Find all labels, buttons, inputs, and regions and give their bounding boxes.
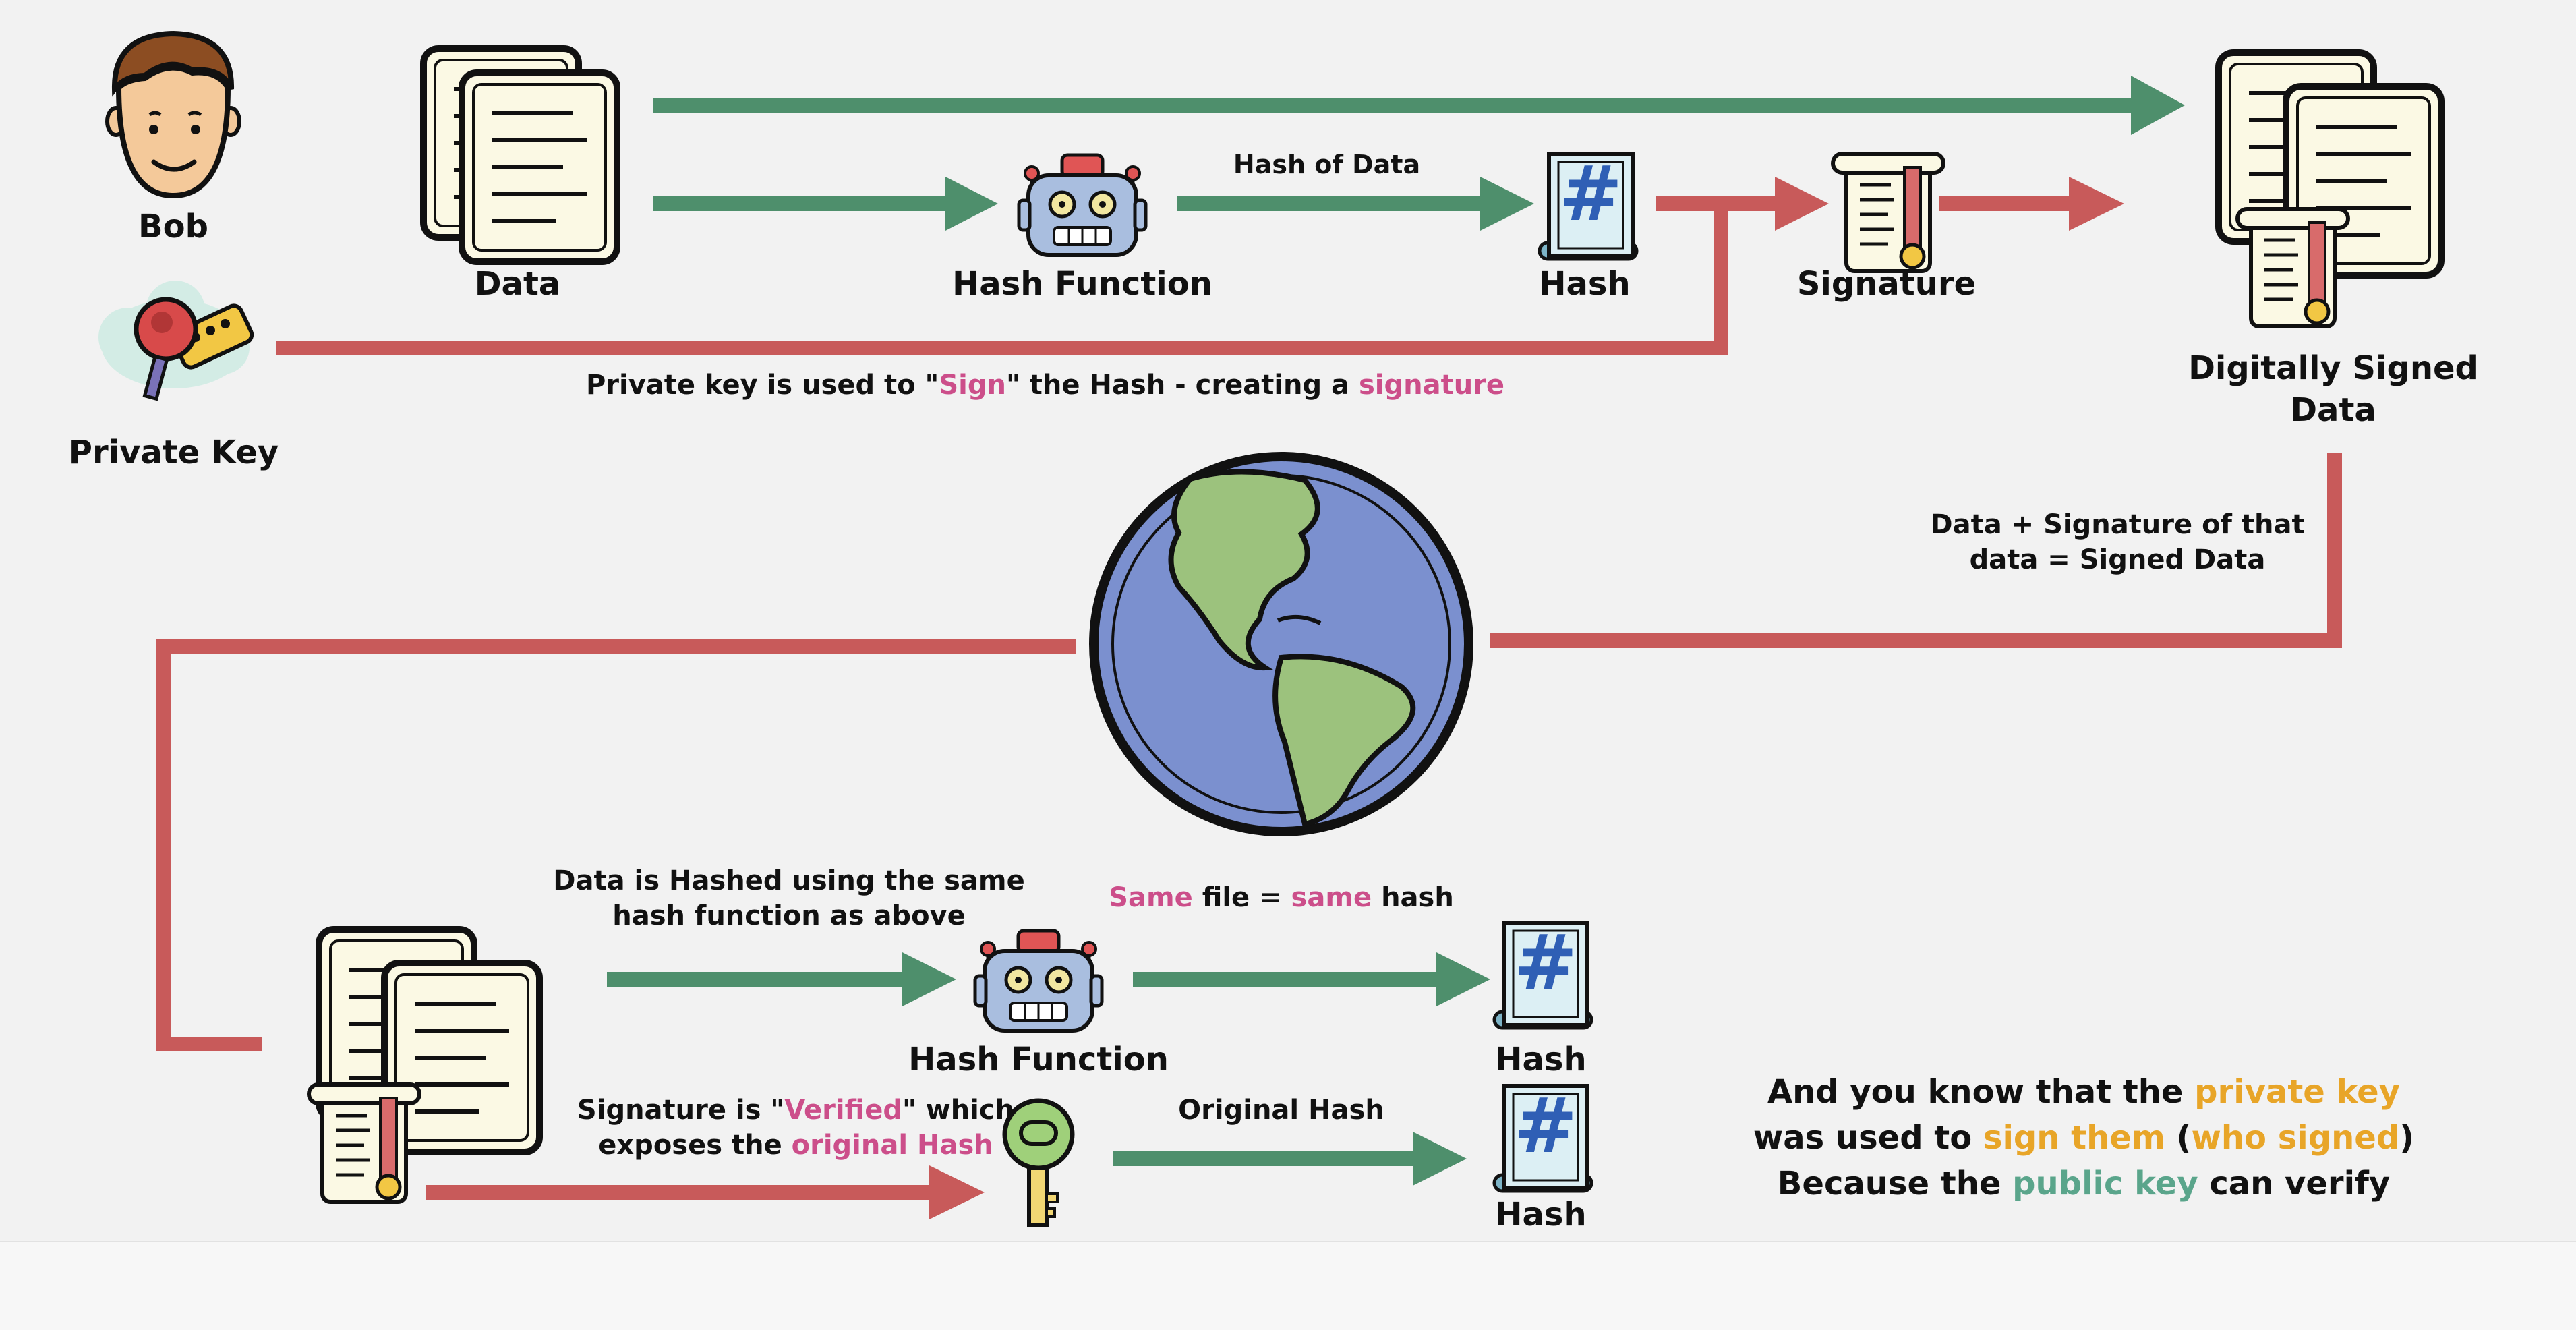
private-key-label: Private Key <box>68 434 279 471</box>
red-path-signed-to-globe <box>1490 453 2342 648</box>
verified-caption: Signature is "Verified" which exposes th… <box>539 1093 1052 1163</box>
verified-word: Verified <box>784 1095 902 1126</box>
keychain-icon <box>98 281 254 401</box>
sign-caption-sign: Sign <box>939 370 1007 401</box>
document-stack-icon <box>423 49 617 262</box>
same-caption-end: hash <box>1372 882 1454 913</box>
red-arrow-signature-to-public-key <box>426 1165 985 1219</box>
signed-data-label-line1: Digitally Signed <box>2188 349 2478 387</box>
hashed-caption-line1: Data is Hashed using the same <box>553 865 1025 896</box>
hash-of-data-label: Hash of Data <box>1233 150 1421 179</box>
signed-document-stack-icon <box>2219 53 2441 326</box>
summary-who-signed: who signed <box>2191 1119 2400 1157</box>
hash-label: Hash <box>1539 265 1631 303</box>
bottom-hash-scroll-icon <box>1494 919 1591 1028</box>
data-label: Data <box>474 265 561 303</box>
summary-l2-text: was used to <box>1753 1119 1983 1157</box>
verified-caption-line1: Signature is "Verified" which <box>539 1093 1052 1128</box>
summary-line1: And you know that the private key <box>1726 1069 2441 1115</box>
globe-icon <box>1089 452 1473 836</box>
verified-caption-line2: exposes the original Hash <box>539 1128 1052 1163</box>
public-key-icon <box>1002 1098 1075 1227</box>
bob-label: Bob <box>138 208 208 245</box>
bottom-hash-label-2: Hash <box>1495 1196 1587 1234</box>
summary-l1-text: And you know that the <box>1767 1073 2195 1111</box>
original-hash-highlight: original Hash <box>791 1130 993 1161</box>
summary-line3: Because the public key can verify <box>1726 1161 2441 1207</box>
same-word-1: Same <box>1109 882 1193 913</box>
summary-text: And you know that the private key was us… <box>1726 1069 2441 1207</box>
summary-can-verify: can verify <box>2198 1165 2391 1203</box>
sign-caption: Private key is used to "Sign" the Hash -… <box>472 368 1618 403</box>
green-arrow-bottom-data-to-hash-function <box>607 952 956 1006</box>
same-caption-mid: file = <box>1192 882 1291 913</box>
same-word-2: same <box>1291 882 1372 913</box>
same-hash-caption: Same file = same hash <box>1086 880 1477 915</box>
verified-caption-part1: Signature is " <box>577 1095 785 1126</box>
verified-caption-part2: " which <box>902 1095 1015 1126</box>
red-arrow-hash-to-signature <box>1656 177 1829 231</box>
hash-scroll-icon <box>1540 150 1637 259</box>
bottom-hash-label-1: Hash <box>1495 1041 1587 1078</box>
verified-caption-part3: exposes the <box>598 1130 792 1161</box>
hash-function-label: Hash Function <box>952 265 1212 303</box>
red-line-private-key-to-signing <box>276 204 1728 355</box>
summary-public-key: public key <box>2012 1165 2198 1203</box>
red-arrow-signature-to-signed <box>1939 177 2124 231</box>
summary-sign-them: sign them <box>1983 1119 2165 1157</box>
hashed-caption-line2: hash function as above <box>612 900 966 931</box>
signed-data-caption: Data + Signature of that data = Signed D… <box>1892 507 2343 577</box>
green-arrow-data-to-signed <box>653 76 2185 135</box>
green-arrow-public-key-to-hash <box>1113 1132 1467 1186</box>
summary-l3-text: Because the <box>1777 1165 2013 1203</box>
certificate-icon <box>1833 154 1943 271</box>
sign-caption-part2: " the Hash - creating a <box>1006 370 1359 401</box>
receiver-document-stack-icon <box>309 929 539 1202</box>
summary-line2: was used to sign them (who signed) <box>1726 1115 2441 1161</box>
green-arrow-data-to-hash-function <box>653 177 998 231</box>
signed-data-label-line2: Data <box>2290 391 2376 430</box>
green-arrow-hash-function-to-hash <box>1177 177 1534 231</box>
bottom-hash-function-label: Hash Function <box>908 1041 1169 1078</box>
red-path-globe-to-receiver <box>156 639 1076 1051</box>
original-hash-label: Original Hash <box>1178 1095 1384 1126</box>
person-icon <box>105 30 241 199</box>
green-arrow-bottom-hash-function-to-hash <box>1133 952 1490 1006</box>
signed-data-caption-line1: Data + Signature of that <box>1930 509 2305 540</box>
hashed-caption: Data is Hashed using the same hash funct… <box>526 863 1052 933</box>
original-hash-scroll-icon <box>1494 1082 1591 1191</box>
summary-open-paren: ( <box>2165 1119 2192 1157</box>
robot-icon <box>1019 155 1146 255</box>
signed-data-caption-line2: data = Signed Data <box>1969 544 2266 575</box>
signature-label: Signature <box>1796 265 1977 303</box>
sign-caption-signature: signature <box>1358 370 1505 401</box>
summary-private-key: private key <box>2194 1073 2401 1111</box>
sign-caption-part1: Private key is used to " <box>585 370 939 401</box>
summary-close-paren: ) <box>2399 1119 2415 1157</box>
bottom-robot-icon <box>975 931 1102 1031</box>
bottom-strip <box>0 1241 2576 1330</box>
signed-data-label: Digitally Signed Data <box>2131 347 2536 432</box>
